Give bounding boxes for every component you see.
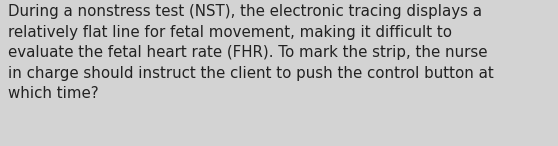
Text: During a nonstress test (NST), the electronic tracing displays a
relatively flat: During a nonstress test (NST), the elect… xyxy=(8,4,494,101)
